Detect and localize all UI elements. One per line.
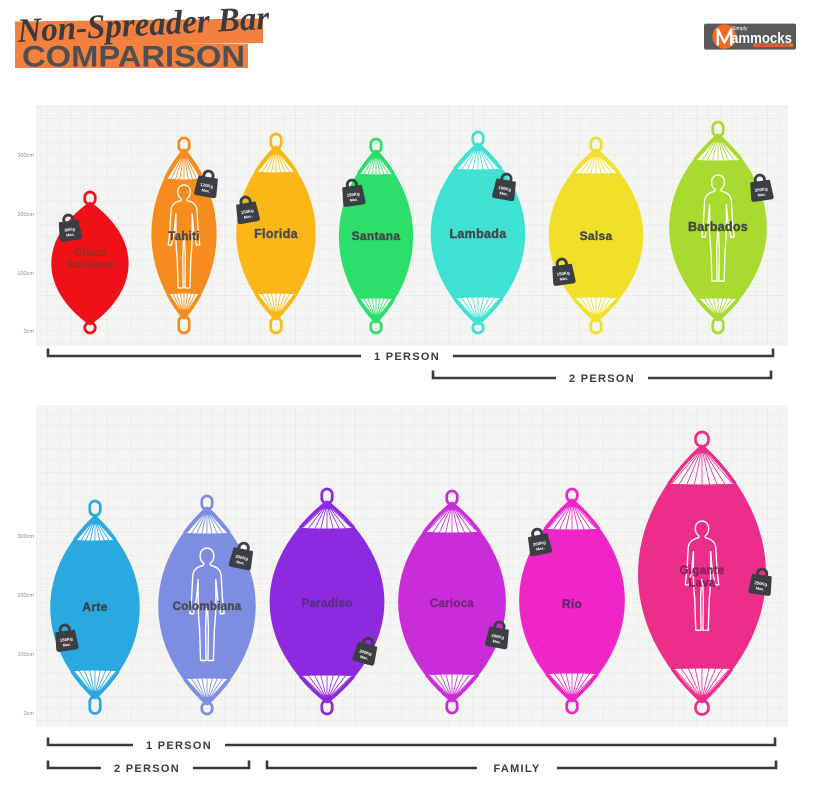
- svg-text:Max.: Max.: [536, 545, 545, 552]
- svg-text:200Kg: 200Kg: [491, 633, 505, 640]
- svg-text:Tahiti: Tahiti: [168, 231, 200, 243]
- svg-text:200Kg: 200Kg: [532, 540, 546, 548]
- svg-text:Lava: Lava: [688, 578, 716, 590]
- svg-text:0cm: 0cm: [24, 329, 35, 335]
- svg-text:Rainbow: Rainbow: [66, 259, 114, 271]
- svg-text:300cm: 300cm: [17, 534, 34, 540]
- svg-text:100cm: 100cm: [17, 271, 34, 277]
- svg-text:1 PERSON: 1 PERSON: [146, 740, 212, 752]
- svg-text:Barbados: Barbados: [688, 220, 748, 234]
- svg-text:Gigante: Gigante: [680, 565, 725, 577]
- svg-text:100cm: 100cm: [17, 652, 34, 658]
- svg-text:Florida: Florida: [254, 227, 299, 241]
- svg-text:Max.: Max.: [757, 191, 766, 197]
- svg-text:2 PERSON: 2 PERSON: [114, 763, 180, 775]
- svg-text:160Kg: 160Kg: [498, 185, 512, 192]
- svg-text:Colombiana: Colombiana: [173, 601, 242, 613]
- svg-text:Chico: Chico: [74, 247, 106, 259]
- svg-text:2 PERSON: 2 PERSON: [569, 373, 635, 385]
- svg-text:FAMILY: FAMILY: [493, 763, 540, 775]
- svg-text:Max.: Max.: [499, 190, 508, 196]
- svg-text:Santana: Santana: [352, 229, 401, 243]
- svg-text:COMPARISON: COMPARISON: [22, 41, 245, 74]
- svg-text:200cm: 200cm: [17, 593, 34, 599]
- svg-text:120Kg: 120Kg: [200, 182, 214, 189]
- svg-text:Max.: Max.: [755, 585, 764, 591]
- svg-text:Max.: Max.: [201, 187, 210, 193]
- svg-text:Salsa: Salsa: [580, 229, 613, 243]
- svg-text:150Kg: 150Kg: [556, 270, 570, 277]
- svg-text:1 PERSON: 1 PERSON: [374, 351, 440, 363]
- svg-text:ammocks: ammocks: [731, 31, 792, 47]
- svg-text:Rio: Rio: [562, 597, 582, 611]
- svg-text:Paradiso: Paradiso: [302, 598, 353, 610]
- svg-text:Max.: Max.: [359, 654, 369, 661]
- svg-text:Max.: Max.: [66, 231, 75, 237]
- svg-text:Simply: Simply: [732, 26, 748, 32]
- svg-text:150Kg: 150Kg: [346, 191, 360, 198]
- svg-text:200Kg: 200Kg: [359, 648, 373, 656]
- svg-text:Max.: Max.: [492, 638, 501, 644]
- svg-text:Arte: Arte: [82, 600, 107, 614]
- svg-text:Max.: Max.: [62, 641, 71, 647]
- svg-text:Max.: Max.: [349, 196, 358, 202]
- svg-text:300cm: 300cm: [17, 153, 34, 159]
- svg-text:Max.: Max.: [243, 213, 252, 219]
- svg-text:POWERED BY PEOPLE: POWERED BY PEOPLE: [756, 43, 789, 47]
- svg-text:200cm: 200cm: [17, 212, 34, 218]
- svg-text:150Kg: 150Kg: [240, 208, 254, 215]
- svg-text:200Kg: 200Kg: [235, 554, 249, 562]
- svg-text:80Kg: 80Kg: [64, 226, 75, 232]
- svg-text:200Kg: 200Kg: [754, 186, 768, 193]
- svg-text:150Kg: 150Kg: [59, 636, 73, 643]
- svg-text:250Kg: 250Kg: [754, 580, 768, 587]
- svg-text:Lambada: Lambada: [450, 227, 508, 241]
- svg-text:0cm: 0cm: [24, 711, 35, 717]
- svg-text:Max.: Max.: [559, 275, 568, 281]
- svg-text:Max.: Max.: [236, 559, 245, 566]
- svg-text:Carioca: Carioca: [430, 598, 475, 610]
